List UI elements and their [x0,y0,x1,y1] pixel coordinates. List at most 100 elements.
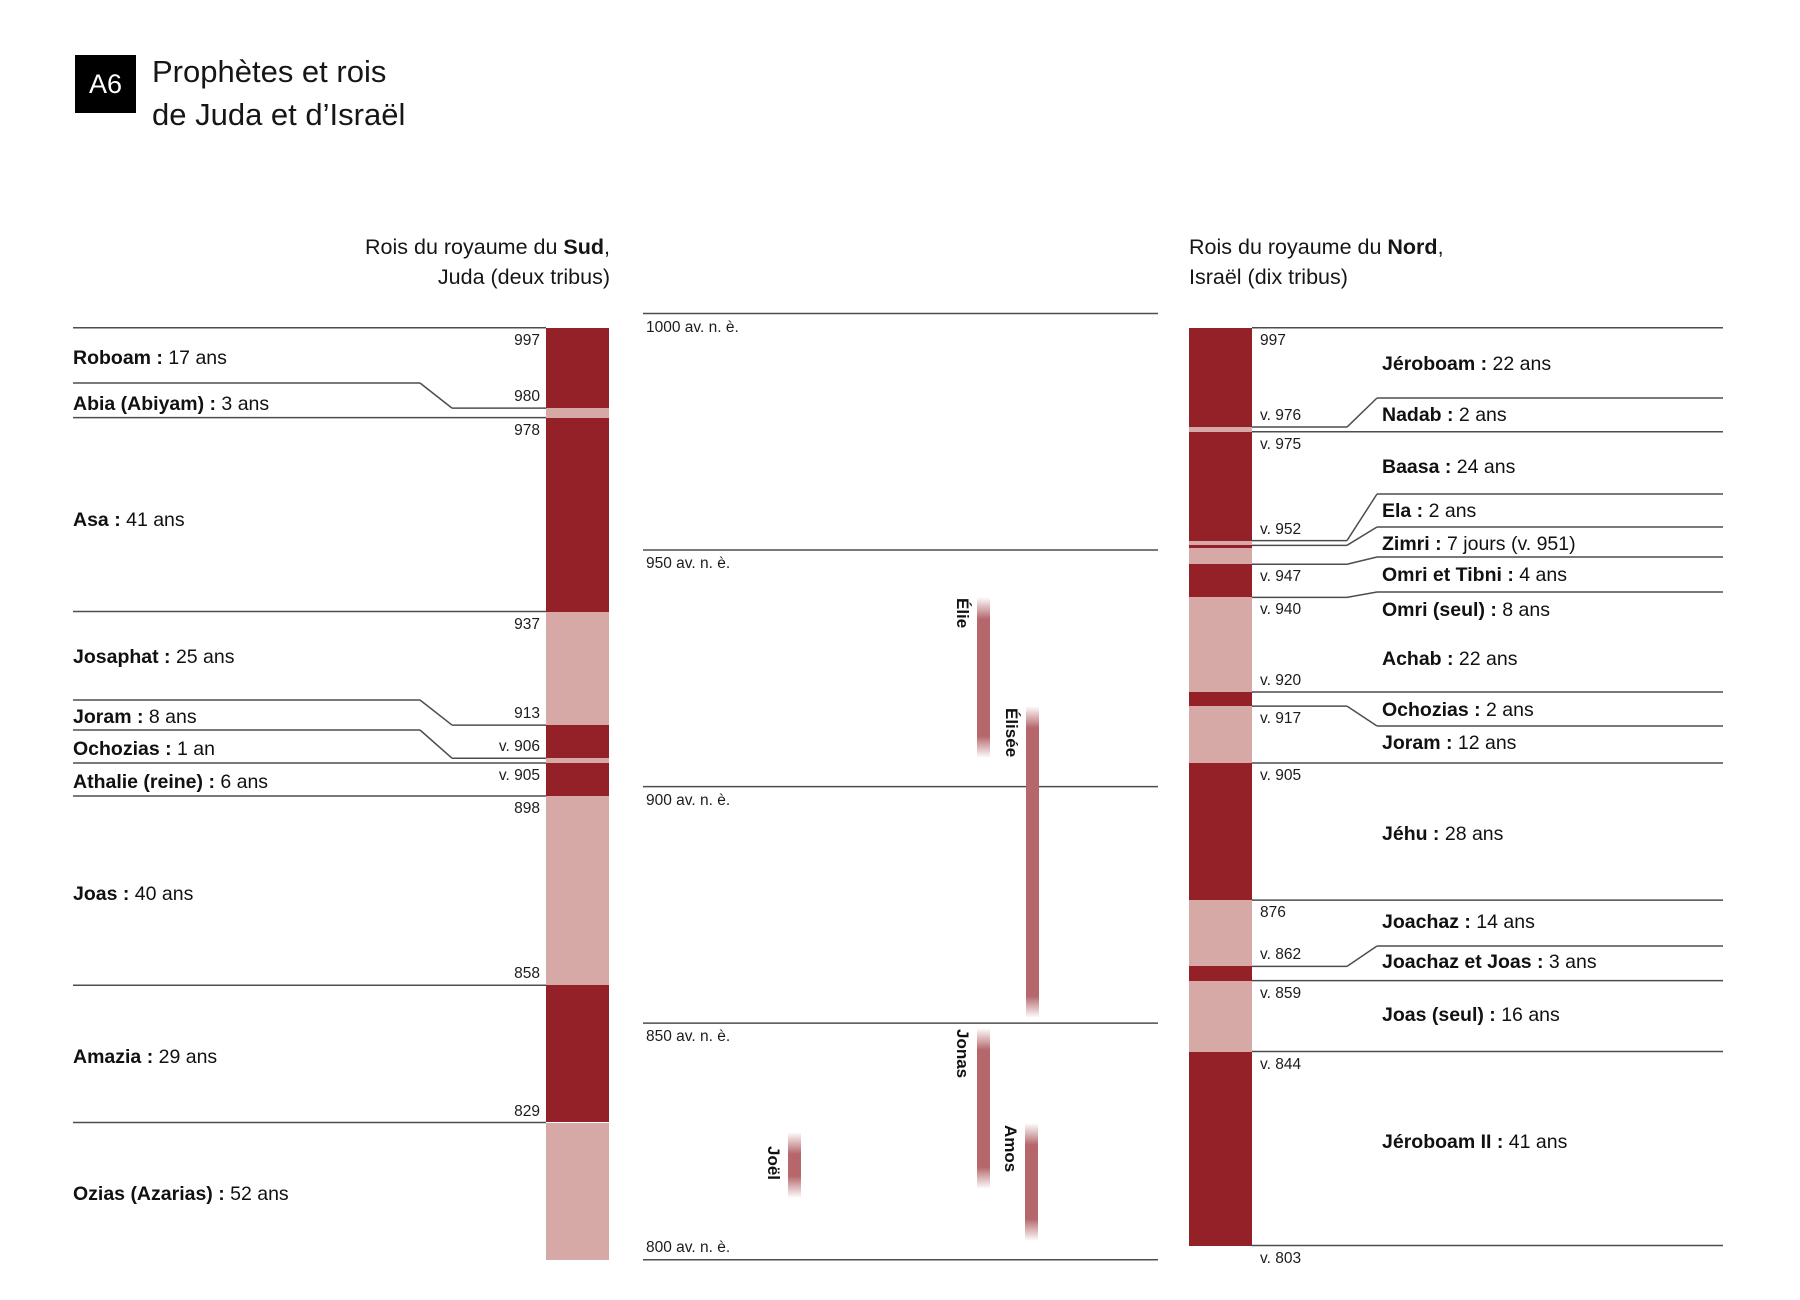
north-heading-line2: Israël (dix tribus) [1189,265,1348,289]
king-name: Jéroboam : [1382,353,1488,375]
reign-band [546,725,609,759]
date-label: 997 [514,331,540,349]
date-label: v. 803 [1260,1249,1302,1267]
king-label: Nadab : 2 ans [1382,404,1507,426]
king-label: Jéhu : 28 ans [1382,823,1504,845]
reign-band [1189,706,1252,763]
king-label: Joram : 12 ans [1382,732,1517,754]
axis-label-1000: 1000 av. n. è. [646,318,739,336]
reign-band [1189,540,1252,546]
king-label: Joram : 8 ans [73,706,197,728]
reign-band [1189,966,1252,981]
axis-label-850: 850 av. n. è. [646,1028,731,1046]
connector-line [1346,397,1378,428]
date-label: v. 917 [1260,710,1302,728]
prophet-label: Jonas [953,1028,972,1079]
date-label: v. 844 [1260,1055,1302,1073]
reign-band [1189,980,1252,1052]
section-badge: A6 [75,55,136,113]
connector-line [419,699,453,726]
king-label: Joas (seul) : 16 ans [1382,1004,1560,1026]
king-name: Abia (Abiyam) : [73,393,217,415]
reign-band [1189,1051,1252,1246]
king-name: Ozias (Azarias) : [73,1183,225,1205]
king-label: Ela : 2 ans [1382,500,1477,522]
connector-line [1346,526,1378,546]
reign-band [546,417,609,612]
king-name: Joachaz : [1382,911,1471,933]
king-name: Ela : [1382,500,1424,522]
king-name: Ochozias : [73,738,172,760]
south-column-heading: Rois du royaume du Sud, Juda (deux tribu… [209,232,610,292]
prophet-bar [1025,1122,1038,1241]
title-line-1: Prophètes et rois [152,54,387,89]
king-label: Omri et Tibni : 4 ans [1382,564,1567,586]
reign-band [1189,327,1252,428]
king-label: Baasa : 24 ans [1382,456,1516,478]
date-label: v. 975 [1260,435,1302,453]
prophet-label: Joël [764,1145,783,1180]
reign-band [546,762,609,797]
reign-band [546,1122,609,1260]
date-label: v. 906 [498,738,540,756]
king-name: Achab : [1382,648,1454,670]
king-label: Ochozias : 1 an [73,738,215,760]
reign-band [1189,427,1252,432]
king-label: Jéroboam II : 41 ans [1382,1131,1568,1153]
king-name: Nadab : [1382,404,1454,426]
king-label: Zimri : 7 jours (v. 951) [1382,533,1576,555]
king-name: Joachaz et Joas : [1382,951,1544,973]
date-label: 858 [514,965,540,983]
king-name: Jéroboam II : [1382,1131,1504,1153]
king-label: Omri (seul) : 8 ans [1382,599,1550,621]
king-name: Joram : [73,706,144,728]
prophet-label: Élisée [1002,708,1021,758]
date-label: 997 [1260,331,1286,349]
connector-line [419,729,453,759]
king-label: Roboam : 17 ans [73,347,227,369]
date-label: 978 [514,421,540,439]
date-label: v. 920 [1260,671,1302,689]
king-label: Athalie (reine) : 6 ans [73,771,269,793]
reign-band [546,758,609,763]
prophet-bar [977,597,990,759]
king-name: Omri (seul) : [1382,599,1497,621]
axis-label-950: 950 av. n. è. [646,555,731,573]
king-label: Ochozias : 2 ans [1382,699,1534,721]
reign-band [1189,564,1252,598]
axis-label-900: 900 av. n. è. [646,791,731,809]
connector-line [1346,591,1378,599]
reign-band [1189,900,1252,967]
king-label: Amazia : 29 ans [73,1046,218,1068]
king-label: Joachaz et Joas : 3 ans [1382,951,1597,973]
connector-line [1346,556,1378,565]
king-label: Joachaz : 14 ans [1382,911,1535,933]
reign-band [546,408,609,418]
connector-line [1346,945,1378,967]
king-name: Athalie (reine) : [73,771,215,793]
king-name: Ochozias : [1382,699,1481,721]
king-name: Baasa : [1382,456,1452,478]
reign-band [546,611,609,726]
reign-band [546,327,609,409]
king-name: Jéhu : [1382,823,1440,845]
king-label: Asa : 41 ans [73,509,185,531]
king-label: Achab : 22 ans [1382,648,1518,670]
king-label: Josaphat : 25 ans [73,646,235,668]
prophet-label: Élie [953,598,972,629]
reign-band [546,796,609,986]
king-name: Joram : [1382,732,1453,754]
reign-band [1189,597,1252,692]
page-title: Prophètes et rois de Juda et d’Israël [152,50,405,136]
reign-band [1189,431,1252,541]
north-column-heading: Rois du royaume du Nord, Israël (dix tri… [1189,232,1609,292]
reign-band [1189,545,1252,548]
date-label: v. 905 [498,766,540,784]
connector-line [1346,705,1378,727]
king-label: Jéroboam : 22 ans [1382,353,1552,375]
prophet-label: Amos [1001,1124,1020,1172]
king-label: Abia (Abiyam) : 3 ans [73,393,270,415]
date-label: v. 940 [1260,601,1302,619]
